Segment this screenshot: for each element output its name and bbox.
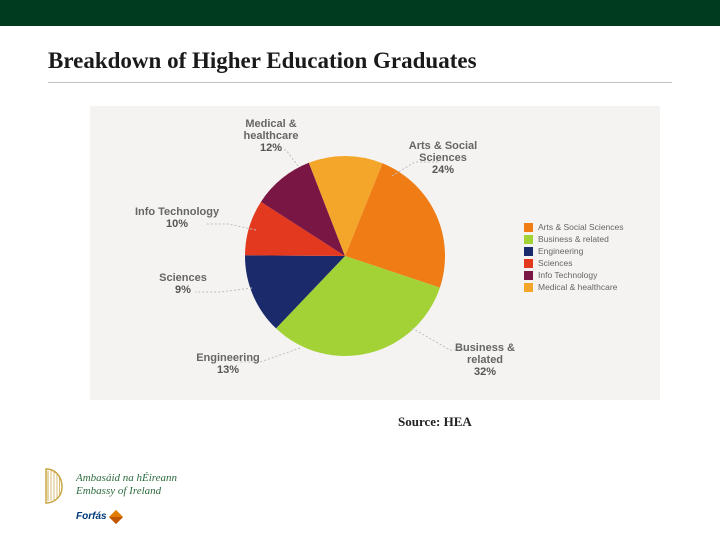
callout-label: Sciences xyxy=(388,152,498,164)
legend-item: Medical & healthcare xyxy=(524,282,654,292)
legend-label: Engineering xyxy=(538,246,583,256)
harp-icon xyxy=(40,465,68,505)
legend-swatch xyxy=(524,223,533,232)
legend-swatch xyxy=(524,283,533,292)
legend-swatch xyxy=(524,259,533,268)
callout-percent: 9% xyxy=(138,284,228,296)
callout-label: healthcare xyxy=(216,130,326,142)
embassy-block: Ambasáid na hÉireann Embassy of Ireland xyxy=(40,465,177,505)
legend: Arts & Social Sciences Business & related… xyxy=(524,222,654,294)
callout-medical: Medical &healthcare12% xyxy=(216,118,326,154)
embassy-text: Ambasáid na hÉireann Embassy of Ireland xyxy=(76,472,177,497)
callout-sciences: Sciences9% xyxy=(138,272,228,296)
callout-percent: 13% xyxy=(178,364,278,376)
callout-percent: 24% xyxy=(388,164,498,176)
callout-label: Business & xyxy=(430,342,540,354)
embassy-en: Embassy of Ireland xyxy=(76,485,177,498)
callout-info_tech: Info Technology10% xyxy=(112,206,242,230)
callout-label: Sciences xyxy=(138,272,228,284)
legend-label: Medical & healthcare xyxy=(538,282,617,292)
legend-swatch xyxy=(524,235,533,244)
callout-percent: 12% xyxy=(216,142,326,154)
callout-business: Business &related32% xyxy=(430,342,540,378)
forfas-label: Forfás xyxy=(76,511,107,522)
footer: Ambasáid na hÉireann Embassy of Ireland … xyxy=(40,465,177,522)
callout-label: Info Technology xyxy=(112,206,242,218)
callout-percent: 32% xyxy=(430,366,540,378)
callout-arts: Arts & SocialSciences24% xyxy=(388,140,498,176)
legend-label: Sciences xyxy=(538,258,573,268)
legend-item: Sciences xyxy=(524,258,654,268)
legend-item: Info Technology xyxy=(524,270,654,280)
callout-percent: 10% xyxy=(112,218,242,230)
legend-item: Engineering xyxy=(524,246,654,256)
legend-item: Business & related xyxy=(524,234,654,244)
slide-root: Breakdown of Higher Education Graduates … xyxy=(0,0,720,540)
source-label: Source: HEA xyxy=(398,414,472,430)
callout-label: Arts & Social xyxy=(388,140,498,152)
legend-label: Info Technology xyxy=(538,270,597,280)
forfas-diamond-icon xyxy=(108,509,122,523)
callout-engineering: Engineering13% xyxy=(178,352,278,376)
callout-label: Medical & xyxy=(216,118,326,130)
callout-label: related xyxy=(430,354,540,366)
callout-label: Engineering xyxy=(178,352,278,364)
embassy-ga: Ambasáid na hÉireann xyxy=(76,472,177,485)
legend-swatch xyxy=(524,247,533,256)
legend-swatch xyxy=(524,271,533,280)
legend-label: Business & related xyxy=(538,234,609,244)
forfas-block: Forfás xyxy=(76,511,177,522)
legend-label: Arts & Social Sciences xyxy=(538,222,624,232)
legend-item: Arts & Social Sciences xyxy=(524,222,654,232)
